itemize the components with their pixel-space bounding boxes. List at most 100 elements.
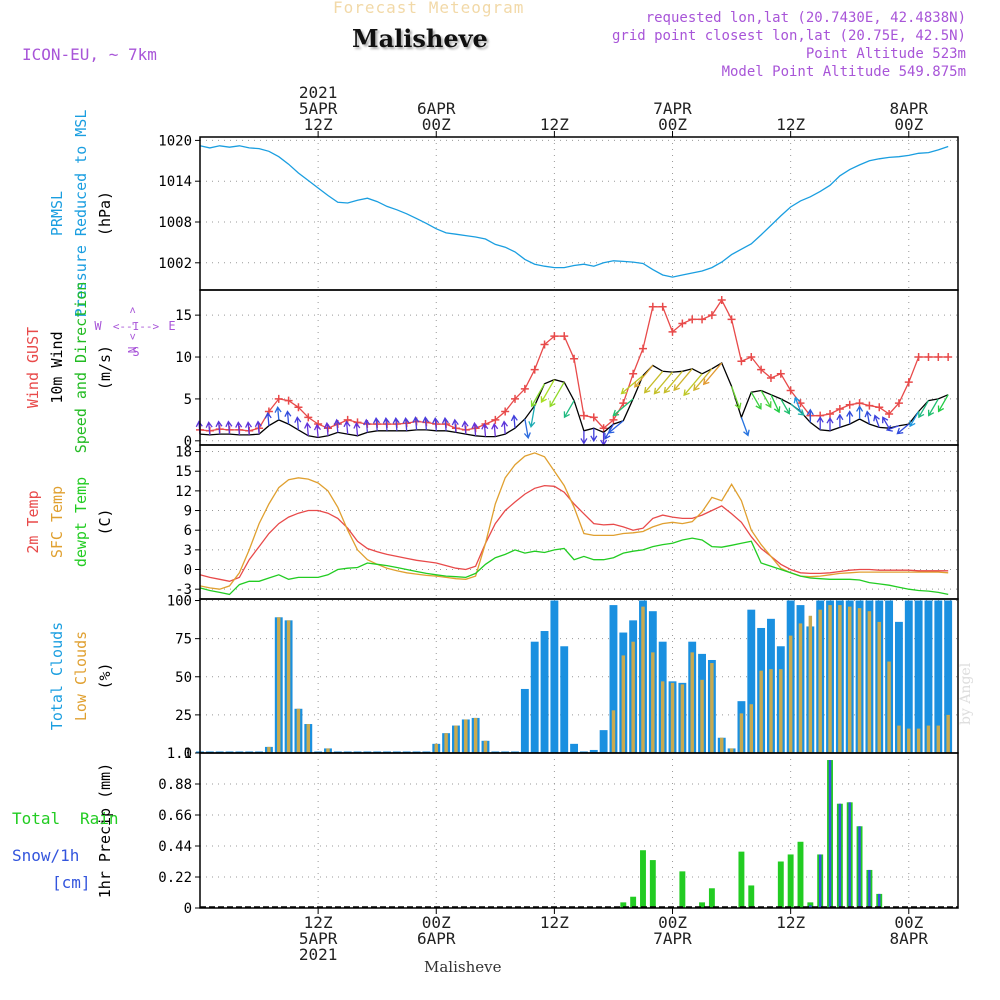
wind-direction-arrow-51 <box>683 373 703 397</box>
clouds-total-clouds-bar-32 <box>511 751 519 753</box>
wind-direction-arrow-3 <box>225 420 233 435</box>
clouds-total-clouds-bar-74 <box>924 600 933 753</box>
wind-gust-marker-74 <box>924 353 933 362</box>
clouds-low-clouds-bar-72 <box>907 728 911 753</box>
wind-direction-arrow-22 <box>412 416 420 430</box>
precip-total-bar-4 <box>679 871 686 908</box>
clouds-low-clouds-bar-68 <box>867 611 872 753</box>
wind-gust-marker-59 <box>776 369 785 378</box>
wind-direction-arrow-52 <box>693 368 713 392</box>
clouds-total-clouds-bar-18 <box>373 751 382 753</box>
clouds-total-clouds-bar-33 <box>520 688 529 753</box>
compass-arrows: <--I--> <box>113 320 160 333</box>
wind-direction-arrow-66 <box>846 410 854 425</box>
wind-direction-arrow-70 <box>882 416 890 429</box>
pressure-panel: 1002 1008 1014 1020 PRMSL Pressure Reduced to… <box>48 110 959 317</box>
bottom-tick-label-1-1: 6APR <box>417 929 456 948</box>
precip-snow-bar-1 <box>818 854 822 908</box>
wind-series-line-1 <box>199 361 949 439</box>
temp-series-line-2 <box>199 537 949 596</box>
wind-direction-arrow-50 <box>673 368 693 392</box>
footer-place: Malisheve <box>424 958 502 976</box>
wind-direction-arrow-60 <box>790 403 805 416</box>
clouds-low-clouds-bar-70 <box>887 661 891 753</box>
wind-gust-marker-9 <box>284 396 293 405</box>
grid-point-coords: grid point closest lon,lat (20.75E, 42.5… <box>611 28 966 44</box>
wind-gust-marker-52 <box>707 311 716 320</box>
clouds-low-clouds-bar-46 <box>651 652 655 753</box>
wind-gust-marker-53 <box>717 296 726 305</box>
clouds-total-clouds-bar-17 <box>363 751 372 753</box>
wind-gust-marker-8 <box>274 394 283 403</box>
bottom-tick-label-0-0: 12Z <box>304 913 333 932</box>
clouds-panel: 0 25 50 75 100 Total Clouds Low Clouds (%) <box>48 594 959 762</box>
clouds-low-clouds-bar-58 <box>769 669 773 753</box>
clouds-low-clouds-bar-44 <box>631 641 635 753</box>
bottom-tick-label-4-0: 12Z <box>776 913 805 932</box>
pressure-ylabel-0: PRMSL <box>48 191 66 236</box>
precip-snow-bar-0 <box>809 905 812 908</box>
wind-gust-marker-70 <box>885 410 894 418</box>
pressure-ytick-label-2: 1014 <box>158 174 192 190</box>
wind-direction-arrow-14 <box>333 418 341 433</box>
clouds-low-clouds-bar-7 <box>267 746 271 753</box>
wind-series-line-0 <box>199 298 949 432</box>
precip-total-bar-11 <box>797 841 804 908</box>
compass-west-label: W <box>94 319 102 333</box>
clouds-total-clouds-bar-5 <box>245 751 254 753</box>
precip-snow-bar-5 <box>858 826 861 908</box>
wind-direction-arrow-30 <box>491 422 499 437</box>
clouds-total-clouds-bar-12 <box>314 751 323 753</box>
wind-gust-marker-34 <box>530 365 539 374</box>
bottom-tick-label-0-1: 5APR <box>299 929 338 948</box>
wind-gust-marker-55 <box>737 357 746 366</box>
clouds-ytick-label-2: 50 <box>175 670 192 686</box>
wind-gust-marker-76 <box>944 353 953 362</box>
clouds-total-clouds-bar-6 <box>255 751 264 753</box>
wind-direction-arrow-13 <box>323 421 331 436</box>
clouds-total-clouds-bar-4 <box>235 751 244 753</box>
clouds-total-clouds-bar-31 <box>501 751 510 753</box>
clouds-low-clouds-bar-9 <box>286 620 291 753</box>
clouds-low-clouds-bar-64 <box>828 605 832 753</box>
wind-direction-arrow-6 <box>254 420 262 435</box>
wind-gust-marker-68 <box>865 401 874 410</box>
precip-total-bar-10 <box>787 854 794 908</box>
clouds-total-clouds-bar-30 <box>491 751 500 753</box>
top-tick-label-2-0: 12Z <box>540 115 569 134</box>
wind-gust-marker-71 <box>894 399 903 408</box>
clouds-low-clouds-bar-24 <box>434 743 438 753</box>
clouds-low-clouds-bar-27 <box>464 719 468 753</box>
wind-gust-marker-54 <box>727 315 736 324</box>
clouds-total-clouds-bar-35 <box>540 631 549 753</box>
wind-direction-arrow-48 <box>653 371 673 395</box>
pressure-frame <box>199 136 959 291</box>
wind-direction-arrow-24 <box>432 416 440 431</box>
wind-gust-marker-60 <box>786 386 795 395</box>
clouds-low-clouds-bar-50 <box>690 652 694 753</box>
clouds-total-clouds-bar-15 <box>343 751 352 753</box>
bottom-tick-label-2-0: 12Z <box>540 913 569 932</box>
wind-direction-arrow-47 <box>643 370 664 394</box>
precip-panel: 0 0.22 0.44 0.66 0.88 1.1 1hr Precip (mm) Total… <box>12 746 959 917</box>
wind-direction-arrow-2 <box>215 420 223 435</box>
model-label: ICON-EU, ~ 7km <box>22 45 157 64</box>
wind-direction-arrow-62 <box>806 408 814 423</box>
clouds-ytick-label-3: 75 <box>175 632 192 648</box>
wind-gust-marker-43 <box>619 399 628 408</box>
temp-series-line-0 <box>199 484 949 582</box>
compass-north-label: N < - > <box>126 306 139 353</box>
wind-ylabel-3: (m/s) <box>96 345 114 390</box>
clouds-low-clouds-bar-55 <box>739 713 744 753</box>
wind-direction-arrow-65 <box>836 413 844 428</box>
clouds-ylabel-2: (%) <box>96 662 114 689</box>
clouds-ytick-label-1: 25 <box>175 708 192 724</box>
precip-total-bar-2 <box>640 850 646 908</box>
wind-direction-arrow-58 <box>770 394 781 414</box>
wind-direction-arrow-11 <box>304 421 312 436</box>
wind-ytick-label-2: 10 <box>175 350 192 366</box>
wind-direction-arrow-32 <box>510 414 518 429</box>
temp-ylabel-3: (C) <box>96 508 114 535</box>
precip-total-bar-1 <box>630 896 637 908</box>
temp-ylabel-2: dewpt Temp <box>72 477 90 567</box>
